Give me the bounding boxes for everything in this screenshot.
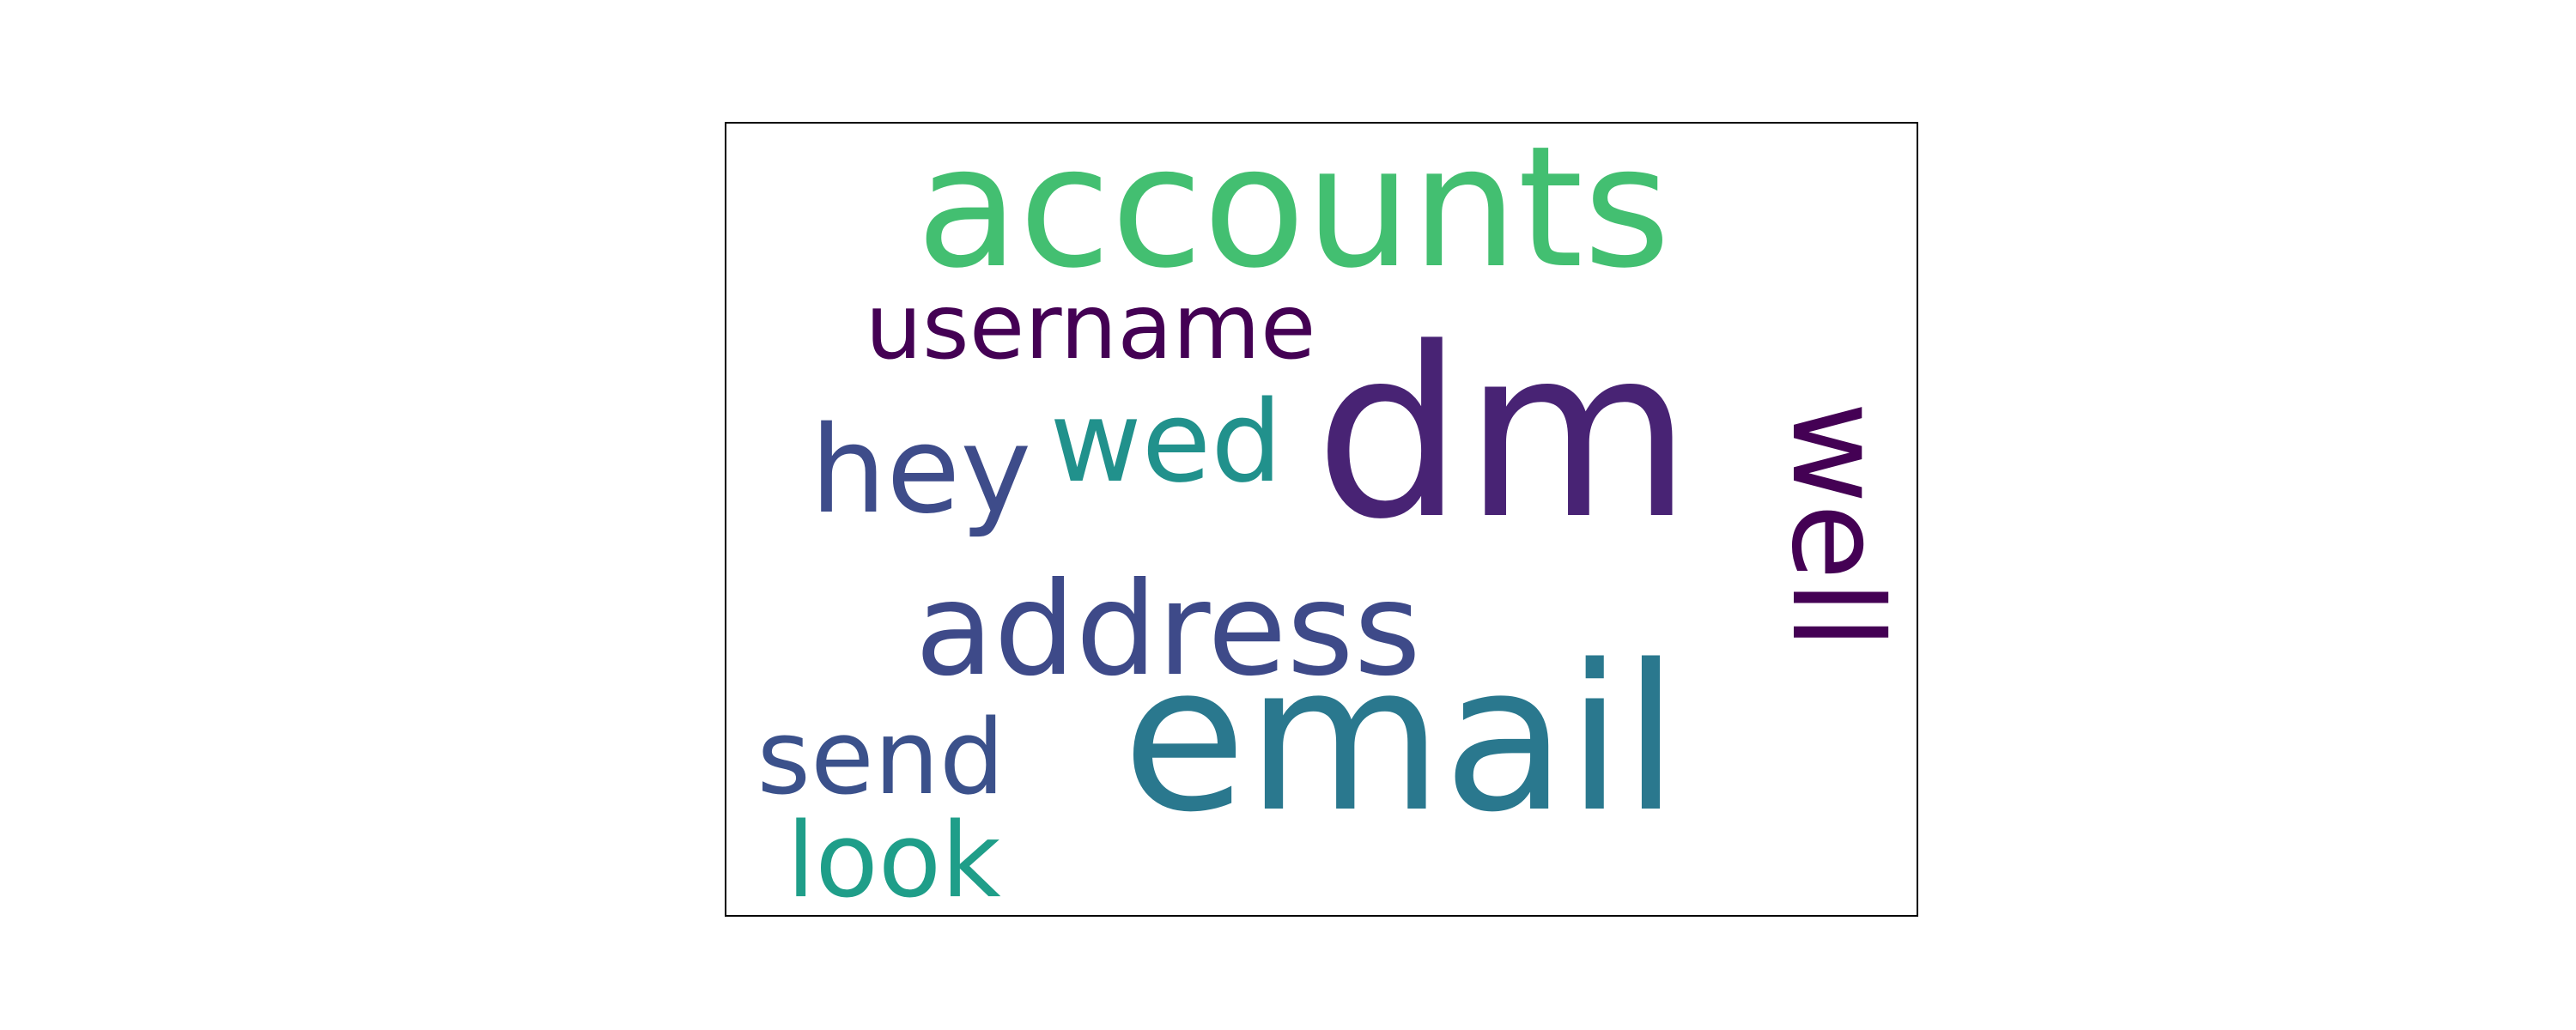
- word-well: well: [1764, 401, 1909, 649]
- word-send: send: [756, 699, 1005, 818]
- word-address: address: [914, 555, 1421, 705]
- word-email: email: [1122, 622, 1680, 857]
- word-dm: dm: [1315, 298, 1692, 571]
- word-accounts: accounts: [916, 122, 1671, 305]
- word-username: username: [865, 275, 1316, 379]
- word-hey: hey: [810, 401, 1032, 541]
- word-look: look: [787, 802, 1001, 917]
- word-cloud-frame: accounts dm email address username well …: [725, 122, 1918, 917]
- word-wed: wed: [1049, 376, 1283, 507]
